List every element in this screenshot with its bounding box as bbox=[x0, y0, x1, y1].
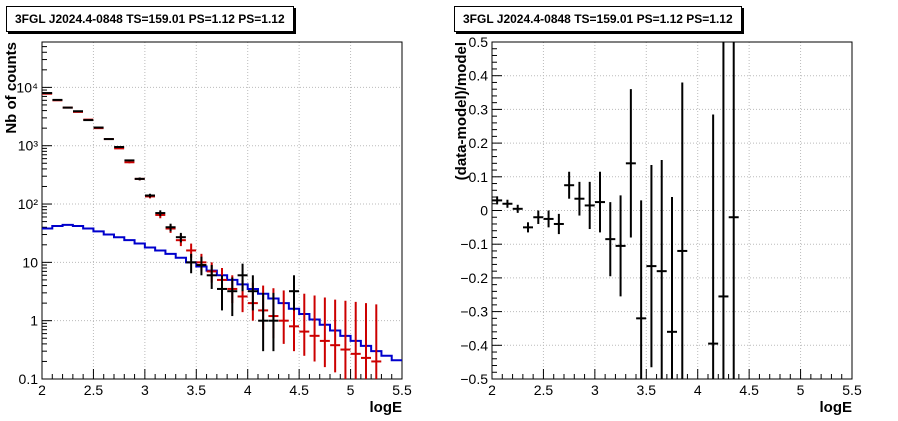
x-tick-label: 5.5 bbox=[842, 382, 862, 398]
x-tick-label: 5 bbox=[347, 382, 355, 398]
left-chart-title: 3FGL J2024.4-0848 TS=159.01 PS=1.12 PS=1… bbox=[6, 6, 294, 32]
plot-area bbox=[42, 42, 402, 379]
right-panel: 2 2.5 3 3.5 4 4.5 5 5.5 −0.5 −0.4 −0.3 −0.2 −0.1 0 0.1… bbox=[453, 34, 862, 416]
x-axis-label: logE bbox=[820, 399, 853, 416]
x-tick-label: 4 bbox=[694, 382, 702, 398]
x-tick-label: 2 bbox=[488, 382, 496, 398]
y-tick-label: −0.5 bbox=[460, 371, 488, 387]
x-tick-label: 5 bbox=[797, 382, 805, 398]
y-tick-label: −0.2 bbox=[460, 270, 488, 286]
y-tick-label: 10³ bbox=[18, 138, 39, 154]
x-tick-label: 2.5 bbox=[84, 382, 104, 398]
x-tick-label: 2.5 bbox=[534, 382, 554, 398]
y-tick-label: 10² bbox=[18, 196, 39, 212]
x-tick-label: 4 bbox=[244, 382, 252, 398]
y-tick-label: 1 bbox=[30, 313, 38, 329]
y-tick-label: 0.2 bbox=[469, 135, 489, 151]
x-tick-label: 2 bbox=[38, 382, 46, 398]
y-axis-label: Nb of counts bbox=[3, 42, 20, 134]
right-chart-title: 3FGL J2024.4-0848 TS=159.01 PS=1.12 PS=1… bbox=[454, 6, 742, 32]
x-tick-label: 5.5 bbox=[392, 382, 412, 398]
x-axis-label: logE bbox=[370, 399, 403, 416]
left-panel: 2 2.5 3 3.5 4 4.5 5 5.5 0.1 1 10 10² 10³ 10⁴ logE Nb of… bbox=[3, 41, 412, 416]
y-tick-label: −0.1 bbox=[460, 236, 488, 252]
y-tick-label: −0.3 bbox=[460, 304, 488, 320]
x-tick-label: 4.5 bbox=[739, 382, 759, 398]
y-tick-label: 0.1 bbox=[469, 169, 489, 185]
y-tick-label: 0.5 bbox=[469, 34, 489, 50]
y-tick-label: 0.3 bbox=[469, 101, 489, 117]
y-tick-label: 0.1 bbox=[19, 371, 39, 387]
y-tick-label: 10⁴ bbox=[16, 79, 38, 95]
x-tick-label: 3 bbox=[591, 382, 599, 398]
x-tick-label: 3.5 bbox=[187, 382, 207, 398]
plot-frame bbox=[41, 41, 403, 380]
y-axis-label: (data-model)/model bbox=[453, 42, 470, 180]
y-tick-label: 0.4 bbox=[469, 68, 489, 84]
y-tick-label: −0.4 bbox=[460, 337, 488, 353]
y-tick-label: 0 bbox=[480, 203, 488, 219]
x-tick-label: 3 bbox=[141, 382, 149, 398]
y-tick-label: 10 bbox=[22, 254, 38, 270]
x-tick-label: 4.5 bbox=[289, 382, 309, 398]
x-tick-label: 3.5 bbox=[637, 382, 657, 398]
